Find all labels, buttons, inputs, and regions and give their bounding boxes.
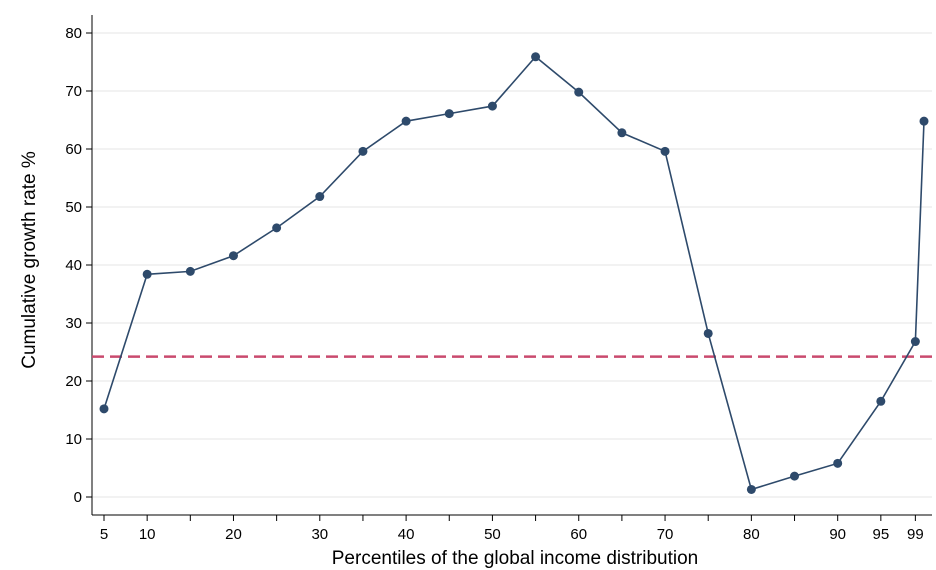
gridlines (92, 32, 932, 498)
data-point (401, 116, 411, 126)
data-point (876, 396, 886, 406)
x-tick-label: 99 (907, 526, 924, 543)
y-tick-label: 50 (65, 199, 82, 216)
x-tick-label: 5 (100, 526, 108, 543)
data-point (358, 146, 368, 156)
y-tick-label: 0 (74, 489, 82, 506)
data-point (660, 146, 670, 156)
x-tick-label: 70 (657, 526, 674, 543)
data-point (919, 116, 929, 126)
x-tick-label: 50 (484, 526, 501, 543)
x-tick-label: 10 (139, 526, 156, 543)
data-point (185, 266, 195, 276)
x-tick-label: 40 (398, 526, 415, 543)
x-axis-ticks: 5 10 20 30 40 50 60 70 80 90 95 99 (100, 515, 924, 543)
y-tick-label: 10 (65, 431, 82, 448)
data-point (315, 192, 325, 202)
data-point (272, 223, 282, 233)
x-tick-label: 20 (225, 526, 242, 543)
series-group (99, 52, 929, 494)
x-tick-label: 95 (872, 526, 889, 543)
data-point (228, 251, 238, 261)
y-tick-label: 40 (65, 257, 82, 274)
y-axis-title: Cumulative growth rate % (19, 151, 40, 369)
x-tick-label: 60 (570, 526, 587, 543)
data-point (910, 337, 920, 347)
data-point (531, 52, 541, 62)
data-point (790, 471, 800, 481)
x-axis-title: Percentiles of the global income distrib… (332, 548, 698, 569)
y-tick-label: 80 (65, 25, 82, 42)
data-point (574, 87, 584, 97)
y-tick-label: 70 (65, 83, 82, 100)
y-tick-label: 60 (65, 141, 82, 158)
data-point (833, 458, 843, 468)
data-point (746, 484, 756, 494)
data-point (487, 101, 497, 111)
x-tick-label: 30 (311, 526, 328, 543)
data-point (142, 269, 152, 279)
data-point (99, 404, 109, 414)
data-point (703, 328, 713, 338)
x-tick-label: 80 (743, 526, 760, 543)
y-axis-ticks: 0 10 20 30 40 50 60 70 80 (65, 25, 92, 506)
data-point (617, 128, 627, 138)
y-tick-label: 20 (65, 373, 82, 390)
x-tick-label: 90 (829, 526, 846, 543)
y-tick-label: 30 (65, 315, 82, 332)
data-point (444, 109, 454, 119)
